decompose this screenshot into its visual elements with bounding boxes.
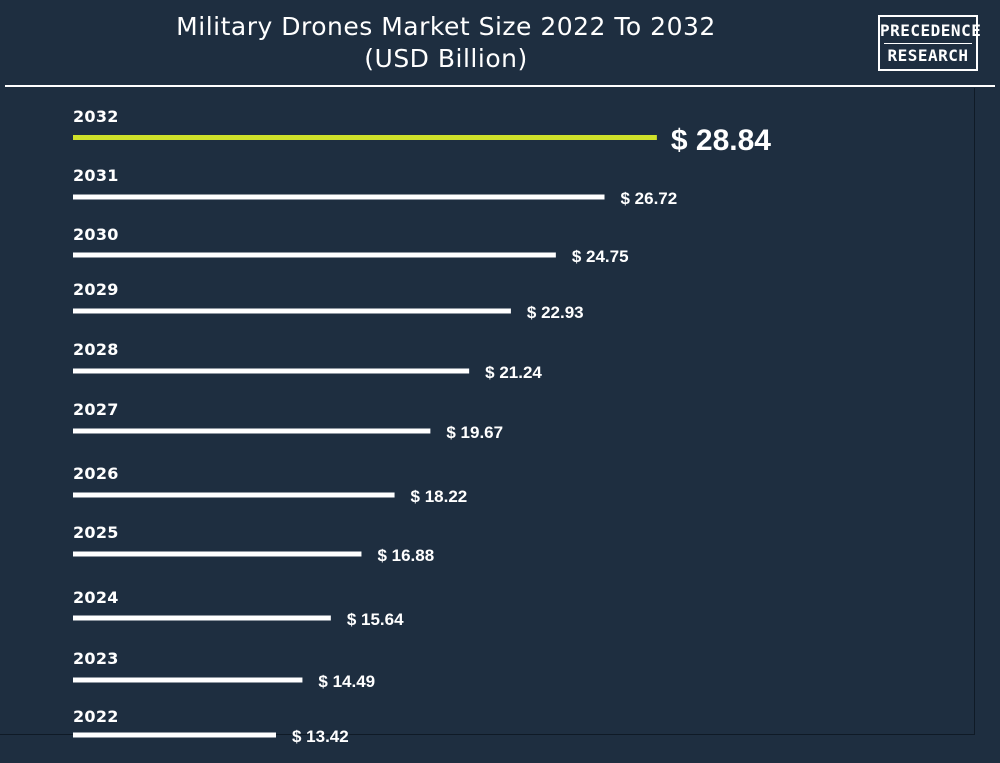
bar <box>73 492 395 498</box>
bar <box>73 732 276 738</box>
value-label: $ 14.49 <box>318 672 375 691</box>
value-label: $ 18.22 <box>411 487 468 506</box>
value-label: $ 21.24 <box>485 363 542 382</box>
year-label: 2027 <box>73 400 119 419</box>
bar <box>73 135 657 140</box>
value-label: $ 28.84 <box>671 124 771 157</box>
bar <box>73 368 470 374</box>
bar <box>73 308 511 314</box>
value-label: $ 13.42 <box>292 727 349 746</box>
value-label: $ 15.64 <box>347 610 404 629</box>
bar <box>73 428 431 434</box>
bar <box>73 194 605 200</box>
year-label: 2023 <box>73 649 119 668</box>
year-label: 2031 <box>73 166 119 185</box>
frame-border-right <box>974 88 975 734</box>
precedence-research-logo: PRECEDENCE RESEARCH <box>878 15 982 71</box>
value-label: $ 26.72 <box>621 189 678 208</box>
logo-separator <box>884 42 972 44</box>
bar <box>73 677 303 683</box>
chart-title: Military Drones Market Size 2022 To 2032 <box>176 12 716 41</box>
value-label: $ 19.67 <box>446 423 503 442</box>
value-label: $ 16.88 <box>377 546 434 565</box>
bar <box>73 252 556 258</box>
year-label: 2030 <box>73 225 119 244</box>
year-label: 2026 <box>73 464 119 483</box>
year-label: 2025 <box>73 523 119 542</box>
logo-text-line2: RESEARCH <box>887 45 969 65</box>
logo-text-line1: PRECEDENCE <box>880 20 982 40</box>
bar <box>73 615 331 621</box>
year-label: 2032 <box>73 107 119 126</box>
year-label: 2029 <box>73 280 119 299</box>
year-label: 2024 <box>73 588 119 607</box>
value-label: $ 22.93 <box>527 303 584 322</box>
value-label: $ 24.75 <box>572 247 629 266</box>
year-label: 2022 <box>73 707 119 726</box>
bar <box>73 551 362 557</box>
frame-border-bottom <box>0 734 975 735</box>
chart-subtitle: (USD Billion) <box>364 44 528 73</box>
title-divider <box>5 85 995 87</box>
year-label: 2028 <box>73 340 119 359</box>
